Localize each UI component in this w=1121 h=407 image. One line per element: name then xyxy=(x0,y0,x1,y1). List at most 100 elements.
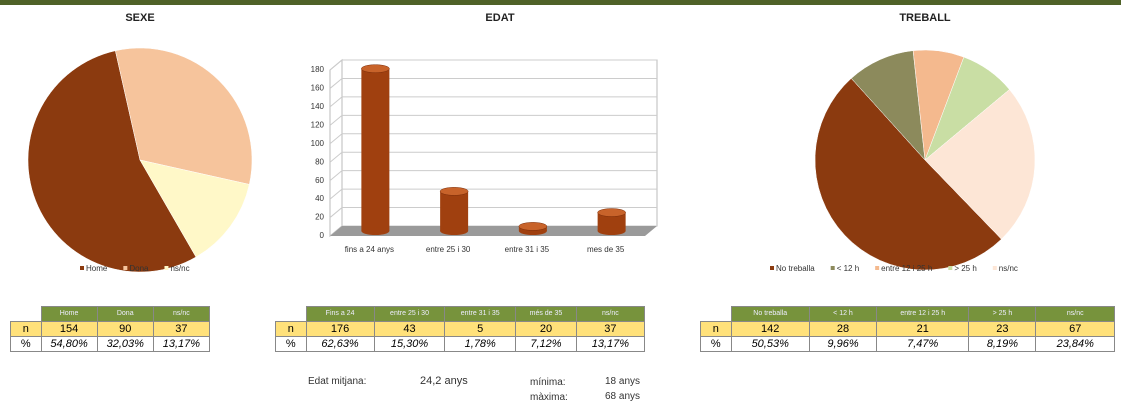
y-tick-label: 160 xyxy=(311,84,325,93)
bar xyxy=(597,212,626,231)
grid-line xyxy=(329,59,657,71)
table-cell: entre 12 i 25 h xyxy=(876,306,970,322)
floor xyxy=(330,226,657,236)
table-cell: < 12 h xyxy=(808,306,878,322)
table-cell: % xyxy=(700,335,732,352)
legend-label: Dona xyxy=(129,264,149,273)
table-cell: ns/nc xyxy=(152,306,211,322)
stat-label: màxima: xyxy=(530,392,568,403)
y-tick-label: 140 xyxy=(311,102,325,111)
bar xyxy=(440,191,469,231)
bar-base xyxy=(361,227,390,235)
table-cell: 67 xyxy=(1035,320,1115,337)
table-cell: 21 xyxy=(876,320,970,337)
table-cell: 8,19% xyxy=(968,335,1037,352)
blank-cell xyxy=(276,307,307,322)
chart-title: SEXE xyxy=(125,12,154,24)
bar-base xyxy=(597,227,626,235)
grid-line xyxy=(329,96,657,108)
table-cell: 20 xyxy=(515,320,577,337)
table-cell: > 25 h xyxy=(968,306,1037,322)
table-cell: 9,96% xyxy=(808,335,878,352)
pie-slice xyxy=(115,47,253,185)
stat-value: 18 anys xyxy=(605,376,641,387)
y-tick-label: 60 xyxy=(315,176,324,185)
table-cell: 176 xyxy=(305,320,375,337)
bar-top xyxy=(361,64,390,73)
y-tick-label: 0 xyxy=(320,231,325,240)
legend-swatch xyxy=(80,266,84,270)
chart-title: TREBALL xyxy=(899,12,951,24)
table-cell: n xyxy=(10,320,42,337)
table-row: % 50,53% 9,96% 7,47% 8,19% 23,84% xyxy=(700,335,1115,352)
data-table: Home Dona ns/nc n 154 90 37% 54,80% 32,03% 13,17% xyxy=(10,306,211,352)
legend-label: Home xyxy=(86,264,108,273)
table-cell: 43 xyxy=(373,320,446,337)
table-cell: 1,78% xyxy=(444,335,517,352)
table-cell: més de 35 xyxy=(515,306,577,322)
legend-label: No treballa xyxy=(776,264,815,273)
header-row: No treballa < 12 h entre 12 i 25 h > 25 h ns… xyxy=(701,306,1115,322)
grid-line xyxy=(329,170,657,182)
header-row: Home Dona ns/nc xyxy=(11,306,211,322)
bar xyxy=(361,68,390,231)
x-tick-label: entre 31 i 35 xyxy=(505,245,550,254)
x-tick-label: fins a 24 anys xyxy=(345,245,394,254)
table-cell: ns/nc xyxy=(575,306,646,322)
table-cell: 62,63% xyxy=(305,335,375,352)
pie-slice xyxy=(27,50,197,273)
legend-swatch xyxy=(830,266,835,270)
legend-label: > 25 h xyxy=(954,264,976,273)
table-cell: 154 xyxy=(40,320,98,337)
table-row: n 142 28 21 23 67 xyxy=(700,320,1115,337)
x-tick-label: entre 25 i 30 xyxy=(426,245,471,254)
table-cell: 32,03% xyxy=(96,335,154,352)
stat-label: Edat mitjana: xyxy=(308,376,367,387)
y-tick-label: 180 xyxy=(311,65,325,74)
bar-top xyxy=(518,222,548,231)
legend-label: ns/nc xyxy=(170,264,189,273)
table-cell: 15,30% xyxy=(373,335,446,352)
bar-top xyxy=(439,187,469,196)
table-cell: entre 31 i 35 xyxy=(444,306,517,322)
table-cell: 7,12% xyxy=(515,335,577,352)
table-cell: 37 xyxy=(575,320,646,337)
grid-line xyxy=(329,77,657,89)
table-cell: 23 xyxy=(968,320,1037,337)
table-cell: entre 25 i 30 xyxy=(373,306,446,322)
legend-swatch xyxy=(948,266,953,270)
legend-label: ns/nc xyxy=(999,264,1018,273)
table-cell: 7,47% xyxy=(876,335,970,352)
grid-line xyxy=(329,151,657,163)
table-cell: 37 xyxy=(152,320,211,337)
table-cell: Fins a 24 xyxy=(305,306,375,322)
bar-top xyxy=(597,208,626,217)
table-cell: 142 xyxy=(730,320,810,337)
table-cell: 5 xyxy=(444,320,517,337)
blank-cell xyxy=(11,307,42,322)
stat-value: 68 anys xyxy=(605,391,641,402)
y-tick-label: 40 xyxy=(315,194,324,203)
table-cell: 13,17% xyxy=(152,335,211,352)
legend-swatch xyxy=(123,266,128,270)
table-cell: % xyxy=(275,335,307,352)
y-tick-label: 120 xyxy=(311,120,325,129)
table-cell: 50,53% xyxy=(730,335,810,352)
legend-swatch xyxy=(164,266,169,270)
table-cell: 23,84% xyxy=(1035,335,1115,352)
table-row: n 154 90 37 xyxy=(10,320,211,337)
data-table: No treballa < 12 h entre 12 i 25 h > 25 h ns… xyxy=(700,306,1115,352)
stat-value: 24,2 anys xyxy=(420,375,468,387)
table-cell: 54,80% xyxy=(40,335,98,352)
y-tick-label: 100 xyxy=(311,139,325,148)
grid-line xyxy=(329,133,657,145)
top-bar xyxy=(0,0,1121,5)
grid-line xyxy=(329,207,657,218)
table-cell: 13,17% xyxy=(575,335,646,352)
grid-line xyxy=(329,114,657,126)
grid-line xyxy=(329,188,657,200)
chart-title: EDAT xyxy=(485,12,514,24)
table-cell: ns/nc xyxy=(1035,306,1115,322)
